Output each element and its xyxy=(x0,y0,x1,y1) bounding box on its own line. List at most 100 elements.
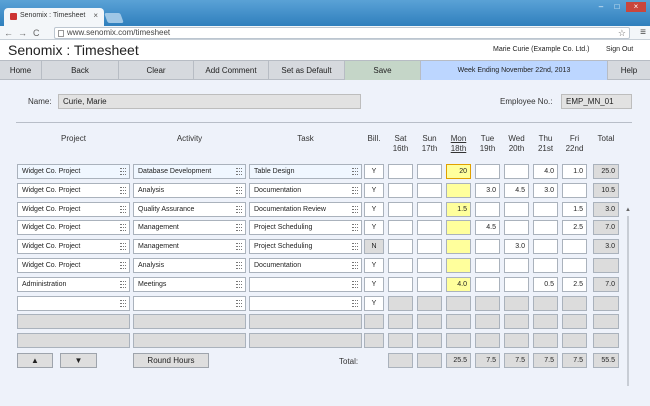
hours-input[interactable] xyxy=(533,239,558,254)
activity-select[interactable]: Management xyxy=(133,239,246,254)
list-icon[interactable] xyxy=(352,300,358,307)
task-select[interactable]: Documentation Review xyxy=(249,202,362,217)
hours-input[interactable]: 2.5 xyxy=(562,277,587,292)
clear-button[interactable]: Clear xyxy=(119,61,194,80)
hours-input[interactable] xyxy=(417,258,442,273)
list-icon[interactable] xyxy=(352,224,358,231)
hours-input[interactable] xyxy=(388,277,413,292)
task-select[interactable]: Project Scheduling xyxy=(249,239,362,254)
activity-select[interactable]: Analysis xyxy=(133,183,246,198)
task-select[interactable]: Table Design xyxy=(249,164,362,179)
hours-input[interactable] xyxy=(417,220,442,235)
hours-input[interactable] xyxy=(475,258,500,273)
back-button[interactable]: Back xyxy=(42,61,119,80)
billable-toggle[interactable]: Y xyxy=(364,220,384,235)
hours-input[interactable]: 20 xyxy=(446,164,471,179)
hours-input[interactable]: 3.0 xyxy=(533,183,558,198)
project-select[interactable]: Widget Co. Project xyxy=(17,220,130,235)
activity-select[interactable]: Analysis xyxy=(133,258,246,273)
list-icon[interactable] xyxy=(352,281,358,288)
hours-input[interactable] xyxy=(446,239,471,254)
billable-toggle[interactable]: Y xyxy=(364,202,384,217)
move-down-button[interactable]: ▼ xyxy=(60,353,97,368)
hours-input[interactable] xyxy=(417,239,442,254)
minimize-icon[interactable]: – xyxy=(598,2,604,11)
hours-input[interactable] xyxy=(417,164,442,179)
hours-input[interactable]: 1.5 xyxy=(446,202,471,217)
task-select[interactable]: Documentation xyxy=(249,183,362,198)
list-icon[interactable] xyxy=(352,243,358,250)
hours-input[interactable] xyxy=(504,220,529,235)
project-select[interactable] xyxy=(17,296,130,311)
list-icon[interactable] xyxy=(236,206,242,213)
list-icon[interactable] xyxy=(236,243,242,250)
activity-select[interactable]: Management xyxy=(133,220,246,235)
hours-input[interactable] xyxy=(504,164,529,179)
url-input[interactable]: www.senomix.com/timesheet ☆ xyxy=(54,27,630,39)
project-select[interactable]: Administration xyxy=(17,277,130,292)
list-icon[interactable] xyxy=(120,206,126,213)
activity-select[interactable]: Database Development xyxy=(133,164,246,179)
billable-toggle[interactable]: Y xyxy=(364,277,384,292)
list-icon[interactable] xyxy=(120,300,126,307)
set-default-button[interactable]: Set as Default xyxy=(269,61,345,80)
hours-input[interactable]: 3.0 xyxy=(475,183,500,198)
hours-input[interactable] xyxy=(562,239,587,254)
scrollbar[interactable] xyxy=(627,216,629,386)
close-window-icon[interactable]: × xyxy=(626,2,646,12)
list-icon[interactable] xyxy=(352,187,358,194)
list-icon[interactable] xyxy=(120,243,126,250)
add-comment-button[interactable]: Add Comment xyxy=(194,61,269,80)
billable-toggle[interactable]: Y xyxy=(364,183,384,198)
browser-menu-icon[interactable]: ≡ xyxy=(640,27,646,38)
hours-input[interactable] xyxy=(446,220,471,235)
hours-input[interactable]: 4.5 xyxy=(475,220,500,235)
forward-arrow-icon[interactable]: → xyxy=(18,28,27,38)
hours-input[interactable] xyxy=(388,258,413,273)
billable-toggle[interactable]: Y xyxy=(364,258,384,273)
hours-input[interactable] xyxy=(388,239,413,254)
list-icon[interactable] xyxy=(120,168,126,175)
hours-input[interactable] xyxy=(475,202,500,217)
activity-select[interactable] xyxy=(133,296,246,311)
hours-input[interactable] xyxy=(417,202,442,217)
hours-input[interactable] xyxy=(533,202,558,217)
list-icon[interactable] xyxy=(120,187,126,194)
task-select[interactable]: Documentation xyxy=(249,258,362,273)
task-select[interactable] xyxy=(249,296,362,311)
hours-input[interactable] xyxy=(388,202,413,217)
list-icon[interactable] xyxy=(120,281,126,288)
hours-input[interactable] xyxy=(504,202,529,217)
hours-input[interactable]: 4.5 xyxy=(504,183,529,198)
hours-input[interactable]: 1.5 xyxy=(562,202,587,217)
bookmark-star-icon[interactable]: ☆ xyxy=(617,28,626,38)
home-button[interactable]: Home xyxy=(0,61,42,80)
hours-input[interactable] xyxy=(417,183,442,198)
reload-icon[interactable]: C xyxy=(33,28,40,38)
scroll-up-icon[interactable]: ▲ xyxy=(625,207,631,213)
activity-select[interactable]: Quality Assurance xyxy=(133,202,246,217)
move-up-button[interactable]: ▲ xyxy=(17,353,53,368)
hours-input[interactable] xyxy=(446,183,471,198)
maximize-icon[interactable]: □ xyxy=(614,2,620,11)
list-icon[interactable] xyxy=(236,187,242,194)
hours-input[interactable] xyxy=(446,258,471,273)
hours-input[interactable]: 4.0 xyxy=(533,164,558,179)
list-icon[interactable] xyxy=(236,281,242,288)
hours-input[interactable] xyxy=(533,220,558,235)
hours-input[interactable] xyxy=(504,258,529,273)
hours-input[interactable] xyxy=(533,258,558,273)
save-button[interactable]: Save xyxy=(345,61,421,80)
hours-input[interactable]: 4.0 xyxy=(446,277,471,292)
hours-input[interactable] xyxy=(562,258,587,273)
tab-close-icon[interactable]: × xyxy=(93,11,98,20)
list-icon[interactable] xyxy=(236,262,242,269)
hours-input[interactable] xyxy=(475,277,500,292)
hours-input[interactable] xyxy=(388,220,413,235)
hours-input[interactable]: 0.5 xyxy=(533,277,558,292)
hours-input[interactable] xyxy=(417,277,442,292)
project-select[interactable]: Widget Co. Project xyxy=(17,183,130,198)
list-icon[interactable] xyxy=(120,224,126,231)
billable-toggle[interactable]: Y xyxy=(364,296,384,311)
list-icon[interactable] xyxy=(352,262,358,269)
